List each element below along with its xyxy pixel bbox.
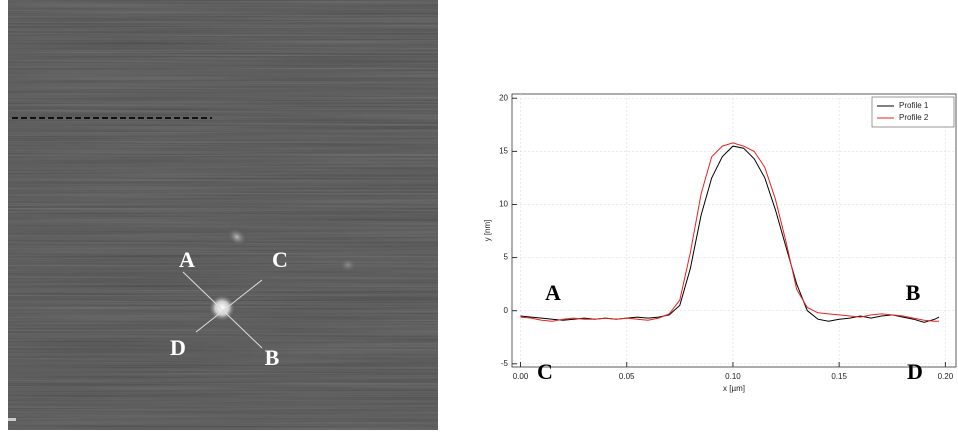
x-tick-label: 0.15 [831, 372, 847, 381]
plot-area [511, 93, 957, 368]
chart: -5 0 5 10 15 20 0.00 0.05 0.10 0.15 0.20 x [µm] y [n… [483, 93, 957, 393]
x-tick-label: 0.00 [513, 372, 529, 381]
image-noise [8, 0, 438, 430]
legend-label: Profile 1 [899, 101, 929, 110]
afm-image [8, 0, 438, 430]
y-tick-label: 20 [499, 93, 508, 102]
image-labels: A C D B [170, 247, 288, 370]
scale-mark [8, 418, 16, 421]
x-tick-label: 0.20 [938, 372, 954, 381]
chart-annotation: B [906, 280, 921, 305]
legend-label: Profile 2 [899, 113, 929, 122]
chart-annotation: A [545, 280, 561, 305]
image-label: D [170, 335, 186, 360]
legend: Profile 1 Profile 2 [871, 96, 955, 128]
image-label: C [272, 247, 288, 272]
particle [225, 226, 249, 248]
x-axis-label: x [µm] [723, 384, 745, 393]
y-tick-label: 0 [504, 306, 509, 315]
profile-line [195, 279, 263, 333]
particle [208, 294, 236, 322]
y-tick-label: 15 [499, 146, 508, 155]
chart-annotation: D [907, 359, 923, 384]
y-axis-label: y [nm] [483, 220, 492, 242]
legend-box [871, 96, 955, 128]
y-tick-label: 5 [504, 253, 509, 262]
chart-annotation: C [537, 359, 553, 384]
image-label: A [179, 247, 195, 272]
y-tick-label: 10 [499, 200, 508, 209]
x-tick-label: 0.10 [725, 372, 741, 381]
profile-line [182, 271, 263, 349]
image-label: B [265, 345, 280, 370]
series-line [520, 142, 939, 322]
x-tick-label: 0.05 [619, 372, 635, 381]
particle [338, 257, 358, 273]
y-tick-label: -5 [501, 359, 509, 368]
